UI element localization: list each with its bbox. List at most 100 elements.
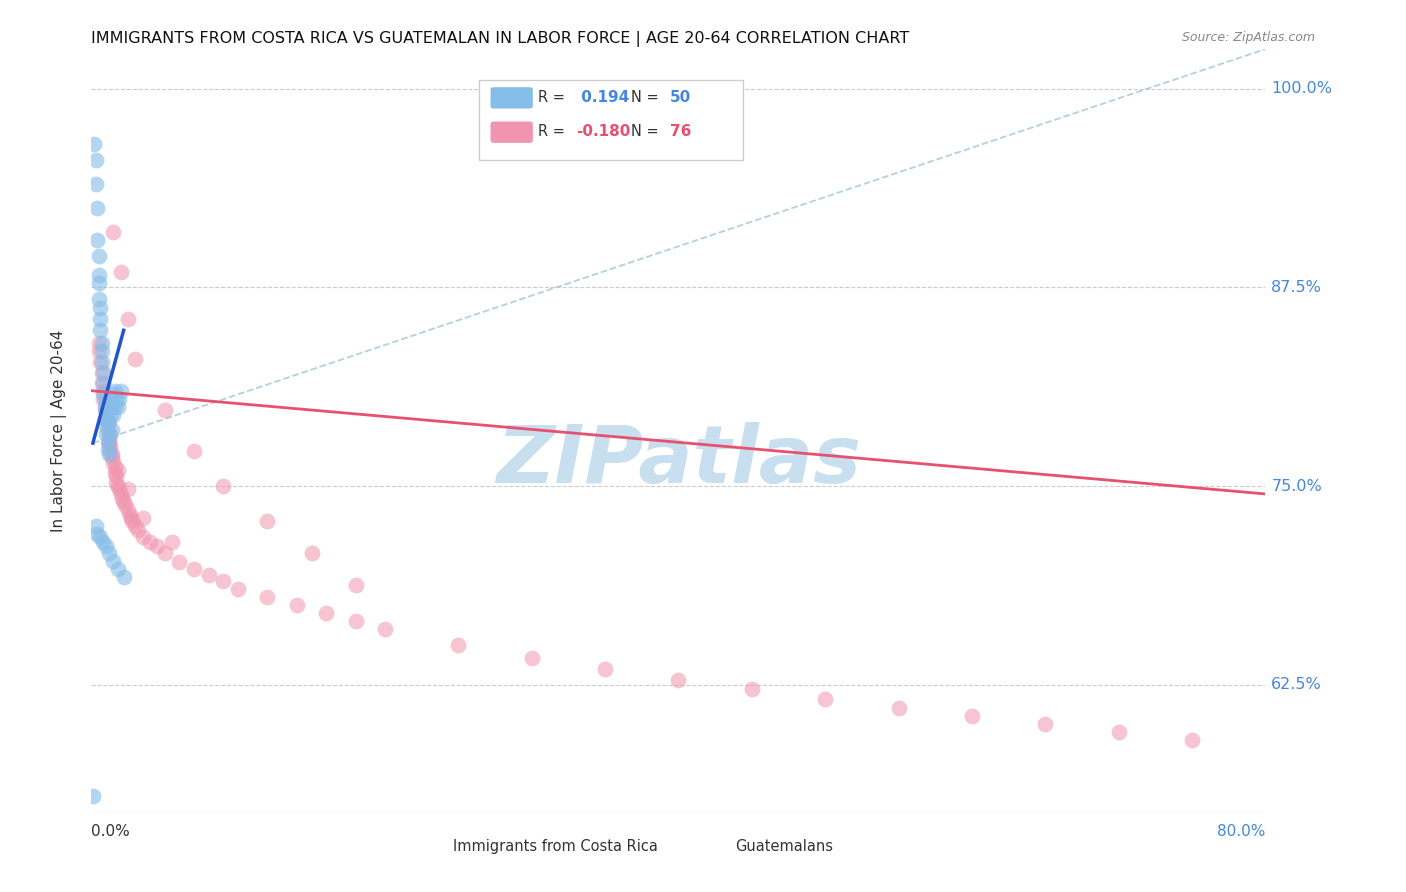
Point xyxy=(146,540,169,554)
Point xyxy=(103,455,125,469)
Point xyxy=(447,638,470,652)
Point xyxy=(100,428,122,442)
Point xyxy=(197,568,219,582)
Point xyxy=(103,554,125,568)
Point xyxy=(101,447,124,461)
Point xyxy=(301,546,323,560)
Point xyxy=(93,402,115,417)
Point xyxy=(90,343,112,358)
Point xyxy=(91,392,114,406)
Point xyxy=(82,789,104,803)
Point xyxy=(103,387,125,401)
Point xyxy=(111,491,134,506)
Point xyxy=(87,268,110,282)
Point xyxy=(98,400,121,414)
Point xyxy=(139,534,162,549)
Point xyxy=(94,426,117,441)
Point xyxy=(100,408,122,422)
Point xyxy=(127,524,149,538)
Point xyxy=(107,561,129,575)
Point xyxy=(1181,733,1204,747)
Point xyxy=(105,392,128,406)
Point xyxy=(212,479,235,493)
Point xyxy=(94,412,117,426)
Point xyxy=(84,177,107,191)
Point xyxy=(96,434,118,449)
Point xyxy=(1108,725,1130,739)
Point xyxy=(108,392,131,406)
Point xyxy=(93,400,115,414)
Point xyxy=(90,336,112,351)
Point xyxy=(91,534,114,549)
Point xyxy=(105,469,128,483)
Text: 62.5%: 62.5% xyxy=(1271,677,1322,692)
Point xyxy=(90,376,112,390)
Point xyxy=(315,606,337,620)
Point xyxy=(104,467,127,481)
Point xyxy=(98,434,121,449)
Text: 75.0%: 75.0% xyxy=(1271,478,1322,493)
Point xyxy=(212,574,235,589)
Point xyxy=(103,408,125,422)
Text: R =: R = xyxy=(537,89,564,104)
Point xyxy=(104,400,127,414)
Point xyxy=(374,622,396,636)
Text: N =: N = xyxy=(631,89,659,104)
Point xyxy=(89,355,111,369)
Point xyxy=(666,673,689,687)
Point xyxy=(101,450,124,465)
Point xyxy=(814,692,837,706)
Point xyxy=(741,682,763,697)
Point xyxy=(98,434,121,449)
Point xyxy=(98,416,121,430)
Point xyxy=(117,503,139,517)
Point xyxy=(256,591,278,605)
FancyBboxPatch shape xyxy=(491,121,533,143)
Point xyxy=(107,479,129,493)
Text: Guatemalans: Guatemalans xyxy=(735,838,832,854)
Point xyxy=(153,402,176,417)
FancyBboxPatch shape xyxy=(479,79,742,160)
Point xyxy=(89,312,111,326)
Point xyxy=(121,514,143,528)
Point xyxy=(100,444,122,458)
Point xyxy=(91,384,114,398)
Text: 0.0%: 0.0% xyxy=(91,824,131,839)
Text: R =: R = xyxy=(537,124,564,139)
Point xyxy=(83,137,105,152)
Point xyxy=(87,343,110,358)
Point xyxy=(344,577,367,591)
Point xyxy=(96,416,118,430)
Point xyxy=(112,495,135,509)
Point xyxy=(104,459,127,474)
Point xyxy=(86,201,108,215)
Point xyxy=(1033,717,1056,731)
Point xyxy=(94,540,117,554)
Point xyxy=(87,276,110,290)
Point xyxy=(98,447,121,461)
Point xyxy=(89,301,111,315)
Point xyxy=(90,355,112,369)
Point xyxy=(87,249,110,263)
Point xyxy=(108,482,131,496)
Text: -0.180: -0.180 xyxy=(576,124,631,139)
Point xyxy=(94,418,117,433)
Text: 0.194: 0.194 xyxy=(576,89,630,104)
Point xyxy=(94,402,117,417)
Point xyxy=(117,482,139,496)
Point xyxy=(124,351,146,366)
Point xyxy=(89,323,111,337)
Point xyxy=(226,582,249,597)
Point xyxy=(114,498,136,512)
Point xyxy=(169,555,191,569)
Text: 80.0%: 80.0% xyxy=(1218,824,1265,839)
Point xyxy=(94,410,117,425)
Point xyxy=(153,546,176,560)
Point xyxy=(132,530,155,544)
Point xyxy=(104,384,127,398)
Text: 87.5%: 87.5% xyxy=(1271,280,1322,295)
Point xyxy=(107,400,129,414)
FancyBboxPatch shape xyxy=(700,837,730,855)
Point xyxy=(160,534,183,549)
Point xyxy=(112,569,135,583)
